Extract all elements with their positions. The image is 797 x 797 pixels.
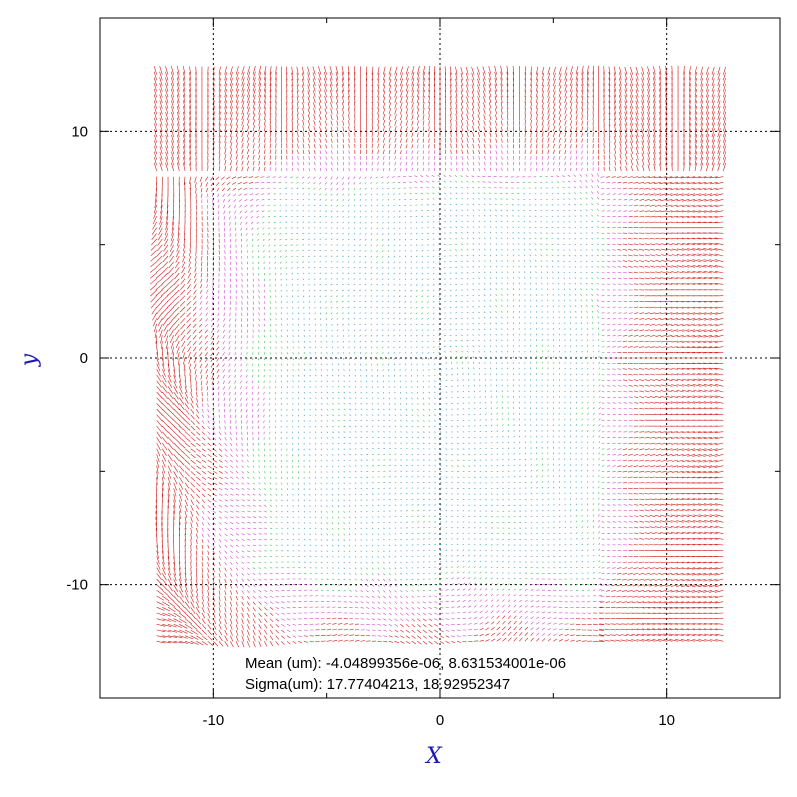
y-tick-label: -10 <box>66 577 88 594</box>
vector-arrows-large <box>149 65 727 648</box>
sigma-annotation: Sigma(um): 17.77404213, 18.92952347 <box>245 676 510 693</box>
vector-field <box>149 65 727 648</box>
vector-arrows-small <box>246 175 605 593</box>
vector-arrows-medium <box>199 144 633 638</box>
mean-annotation: Mean (um): -4.04899356e-06, 8.631534001e… <box>245 655 566 672</box>
x-tick-label: 10 <box>658 712 675 729</box>
y-axis-label: y <box>17 353 42 367</box>
axis-ticks <box>99 17 781 699</box>
x-tick-label: 0 <box>436 712 444 729</box>
x-tick-label: -10 <box>202 712 224 729</box>
vector-arrows-tiny <box>279 186 600 581</box>
x-axis-label: X <box>424 744 443 769</box>
y-tick-label: 0 <box>80 350 88 367</box>
y-tick-label: 10 <box>71 123 88 140</box>
tick-labels: -10 0 10 -10 0 10 <box>66 123 675 729</box>
